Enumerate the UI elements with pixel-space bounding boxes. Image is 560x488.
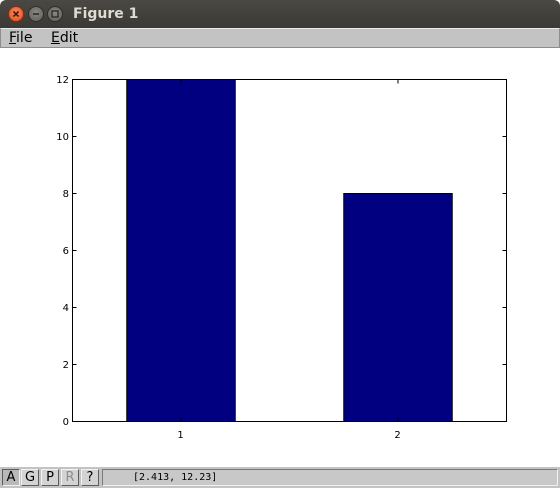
- y-tick-label-4: 4: [63, 303, 69, 314]
- title-bar[interactable]: Figure 1: [0, 0, 560, 28]
- toolbar-button-help[interactable]: ?: [81, 469, 99, 486]
- toolbar-button-g[interactable]: G: [21, 469, 39, 486]
- y-tick-label-2: 2: [63, 360, 69, 371]
- minimize-button[interactable]: [28, 6, 44, 22]
- menu-file-rest: ile: [16, 30, 33, 46]
- y-tick-label-12: 12: [56, 75, 69, 86]
- y-tick-label-8: 8: [63, 189, 69, 200]
- bar-2: [343, 193, 453, 422]
- y-tick-label-6: 6: [63, 246, 69, 257]
- window-title: Figure 1: [73, 6, 139, 22]
- coordinate-readout: [2.413, 12.23]: [133, 472, 218, 483]
- toolbar: A G P R ? [2.413, 12.23]: [0, 467, 560, 488]
- menu-edit[interactable]: Edit: [51, 29, 78, 47]
- menu-edit-rest: dit: [59, 30, 79, 46]
- menu-bar: File Edit: [0, 28, 560, 48]
- menu-file[interactable]: File: [9, 29, 32, 47]
- bar-1: [126, 79, 236, 422]
- toolbar-button-a[interactable]: A: [2, 469, 20, 486]
- close-button[interactable]: [8, 6, 24, 22]
- x-tick-label-2: 2: [394, 430, 400, 441]
- x-tick-label-1: 1: [177, 430, 183, 441]
- maximize-icon: [51, 10, 59, 18]
- menu-edit-mnemonic: E: [51, 30, 60, 46]
- toolbar-button-p[interactable]: P: [41, 469, 59, 486]
- coordinate-display: [2.413, 12.23]: [102, 469, 558, 486]
- y-tick-label-0: 0: [63, 417, 69, 428]
- toolbar-button-r: R: [61, 469, 79, 486]
- menu-file-mnemonic: F: [9, 30, 17, 46]
- close-icon: [12, 10, 20, 18]
- bar-group: [126, 79, 453, 422]
- maximize-button[interactable]: [47, 6, 63, 22]
- y-tick-label-10: 10: [56, 132, 69, 143]
- minimize-icon: [33, 13, 39, 15]
